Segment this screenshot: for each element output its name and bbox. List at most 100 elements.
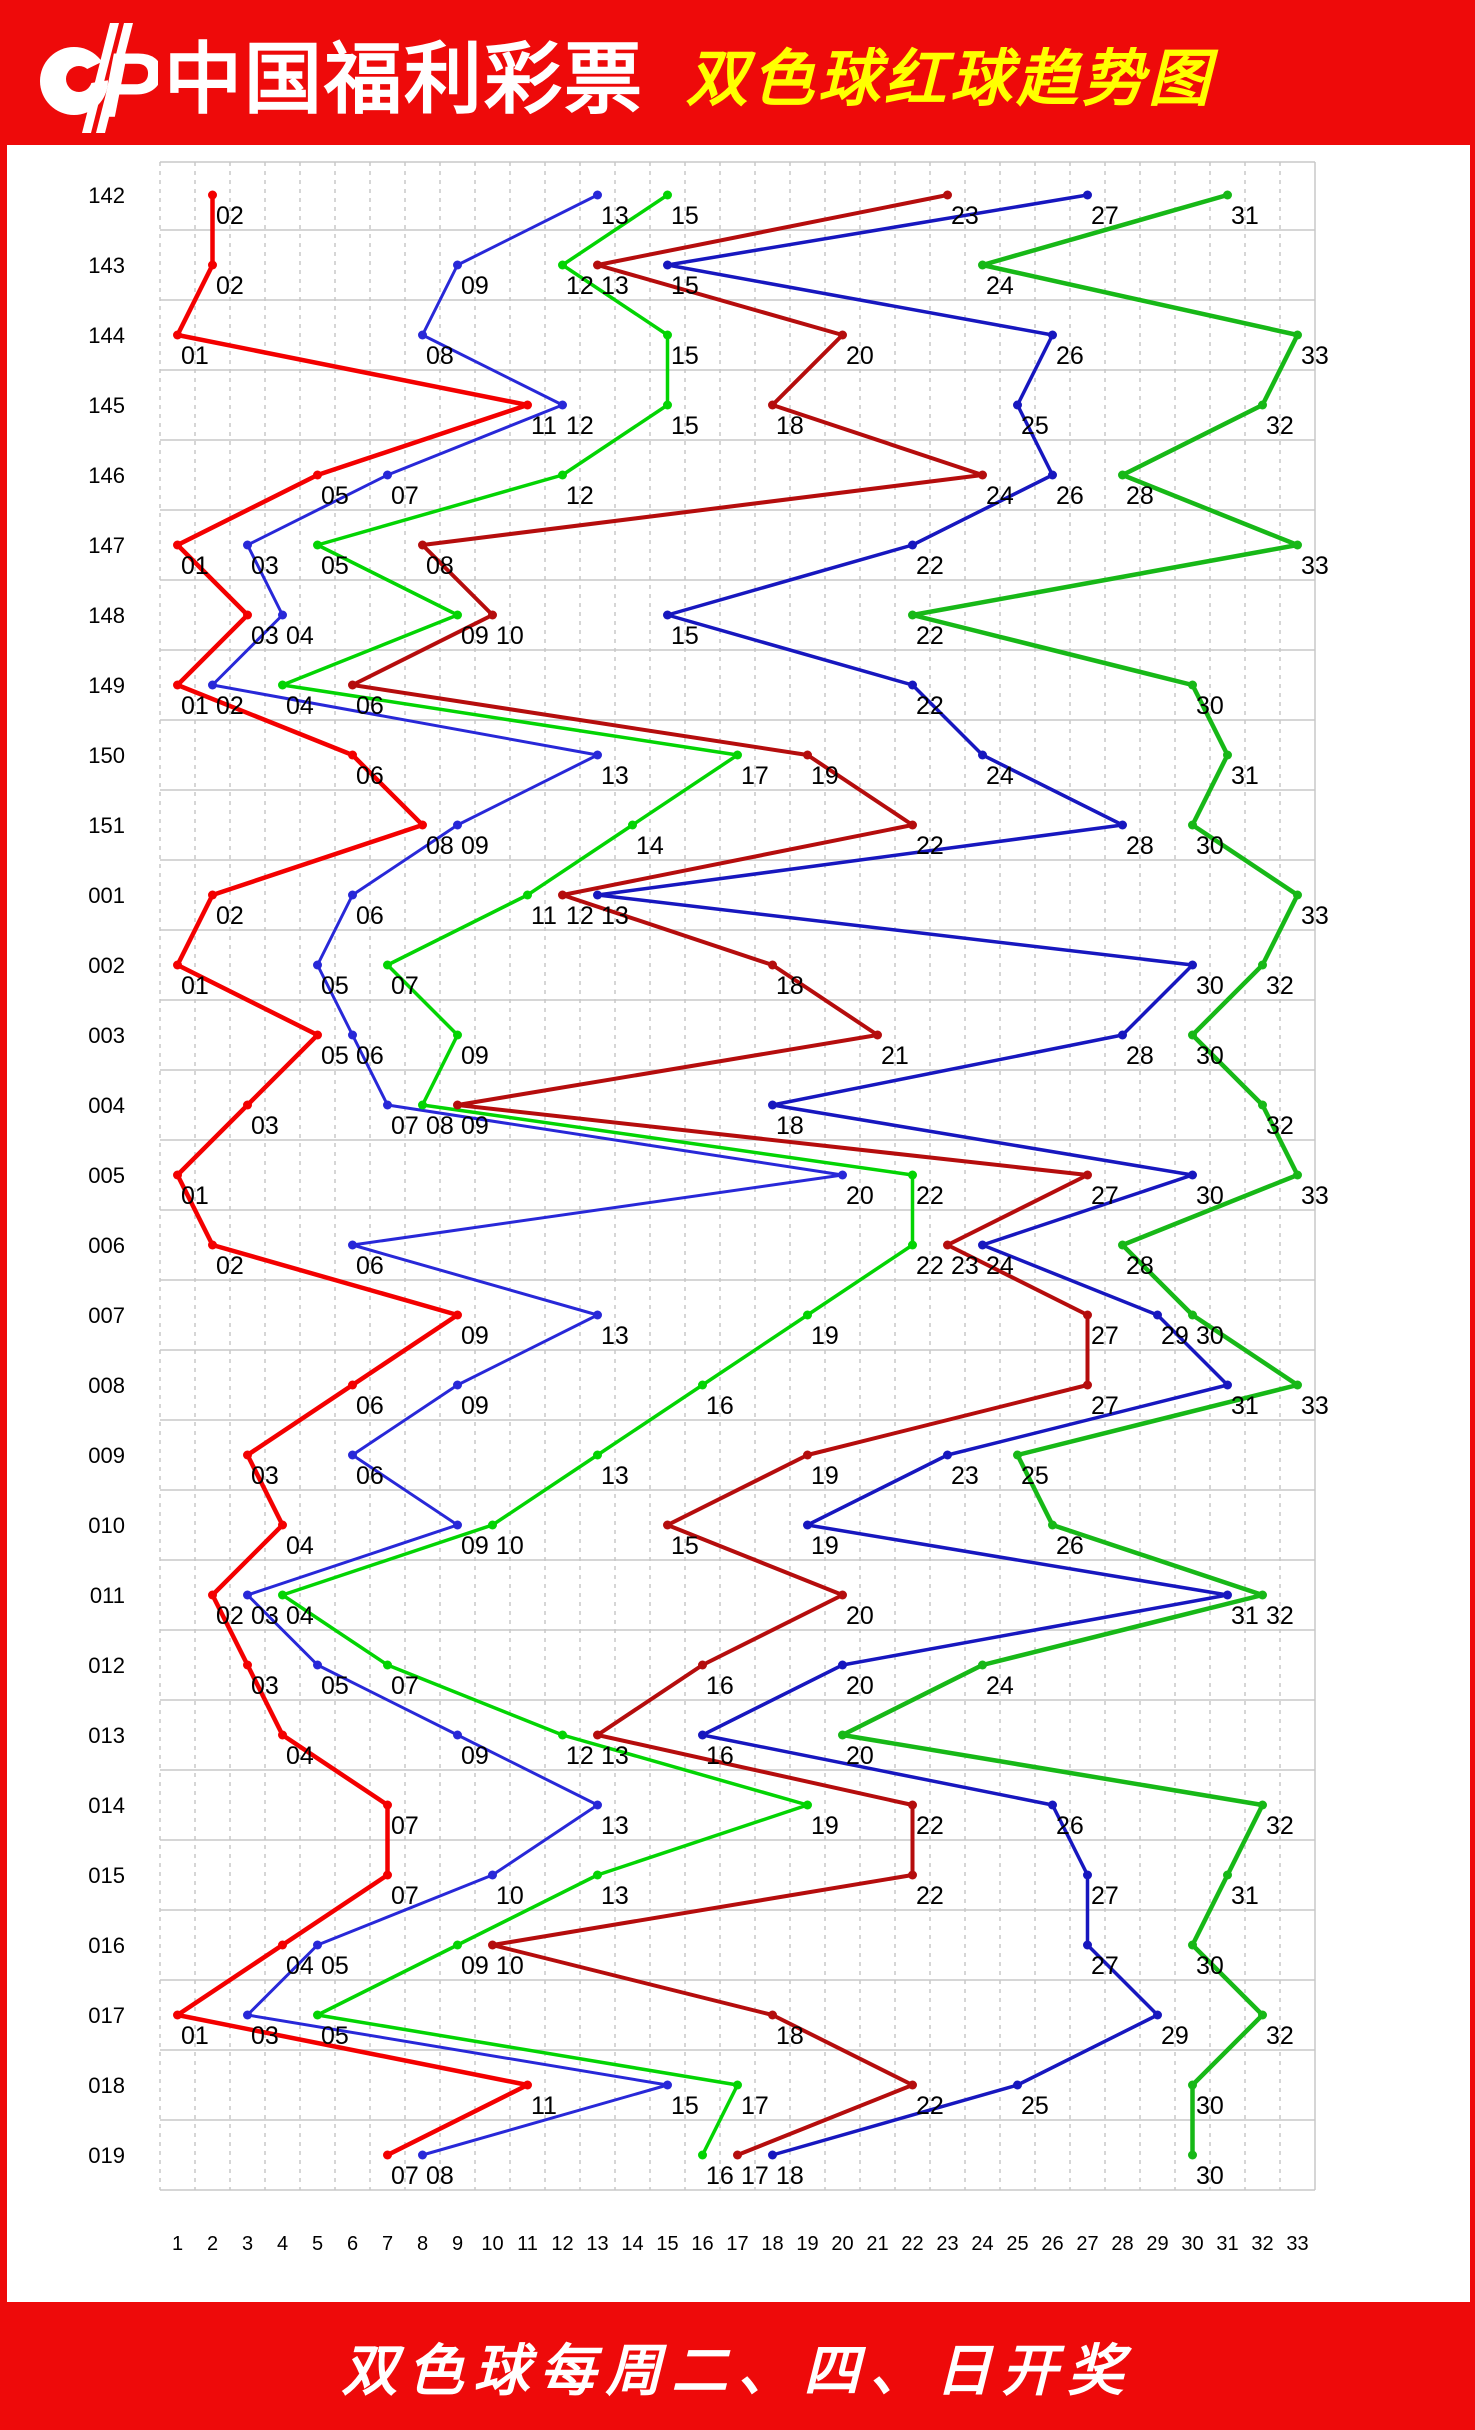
x-axis-tick: 15 — [656, 2233, 678, 2255]
ball-dot — [1293, 1170, 1302, 1180]
footer-note: 双色球每周二、四、日开奖 — [341, 2340, 1134, 2403]
ball-dot — [593, 1800, 602, 1810]
ball-dot — [453, 1100, 462, 1110]
ball-label: 29 — [1161, 2022, 1189, 2050]
x-axis-tick: 29 — [1146, 2233, 1168, 2255]
ball-label: 31 — [1231, 1602, 1259, 1630]
row-label-period: 142 — [88, 183, 125, 208]
x-axis-tick: 21 — [866, 2233, 888, 2255]
page-border-left — [0, 0, 7, 2430]
ball-dot — [838, 1590, 847, 1600]
ball-dot — [1293, 890, 1302, 900]
row-label-period: 005 — [88, 1163, 125, 1188]
ball-dot — [1258, 400, 1267, 410]
ball-label: 06 — [356, 1042, 384, 1070]
ball-label: 31 — [1231, 202, 1259, 230]
ball-dot — [1048, 1520, 1057, 1530]
row-label-period: 146 — [88, 463, 125, 488]
ball-label: 03 — [251, 1112, 279, 1140]
ball-dot — [1188, 2150, 1197, 2160]
ball-dot — [558, 890, 567, 900]
ball-dot — [1118, 820, 1127, 830]
ball-dot — [208, 260, 217, 270]
ball-label: 30 — [1196, 2162, 1224, 2190]
ball-dot — [208, 890, 217, 900]
ball-dot — [698, 1730, 707, 1740]
ball-label: 30 — [1196, 692, 1224, 720]
ball-dot — [348, 1380, 357, 1390]
ball-dot — [278, 1940, 287, 1950]
ball-label: 16 — [706, 1672, 734, 1700]
ball-dot — [348, 1240, 357, 1250]
ball-label: 07 — [391, 2162, 419, 2190]
ball-dot — [663, 400, 672, 410]
ball-dot — [278, 1590, 287, 1600]
ball-dot — [418, 2150, 427, 2160]
ball-dot — [243, 1660, 252, 1670]
ball-label: 19 — [811, 762, 839, 790]
ball-dot — [1118, 470, 1127, 480]
x-axis-tick: 7 — [382, 2233, 393, 2255]
ball-label: 09 — [461, 1952, 489, 1980]
x-axis-tick: 12 — [551, 2233, 573, 2255]
row-label-period: 148 — [88, 603, 125, 628]
ball-dot — [1223, 750, 1232, 760]
ball-label: 05 — [321, 552, 349, 580]
ball-label: 19 — [811, 1462, 839, 1490]
ball-label: 13 — [601, 1812, 629, 1840]
ball-dot — [908, 610, 917, 620]
ball-dot — [348, 1450, 357, 1460]
row-label-period: 008 — [88, 1373, 125, 1398]
ball-label: 21 — [881, 1042, 909, 1070]
ball-label: 15 — [671, 272, 699, 300]
ball-label: 33 — [1301, 1182, 1329, 1210]
ball-dot — [523, 400, 532, 410]
x-axis-tick: 8 — [417, 2233, 428, 2255]
ball-dot — [1188, 1030, 1197, 1040]
ball-label: 05 — [321, 1952, 349, 1980]
ball-label: 02 — [216, 202, 244, 230]
ball-label: 01 — [181, 552, 209, 580]
ball-dot — [908, 680, 917, 690]
ball-dot — [803, 1800, 812, 1810]
ball-dot — [1258, 2010, 1267, 2020]
x-axis-tick: 19 — [796, 2233, 818, 2255]
series-line-ball-2 — [211, 193, 844, 2157]
ball-dot — [383, 2150, 392, 2160]
ball-dot — [1083, 1380, 1092, 1390]
ball-dot — [908, 1240, 917, 1250]
ball-label: 20 — [846, 1602, 874, 1630]
ball-label: 15 — [671, 622, 699, 650]
x-axis-tick: 14 — [621, 2233, 643, 2255]
ball-label: 09 — [461, 1532, 489, 1560]
ball-dot — [803, 1520, 812, 1530]
ball-dot — [418, 330, 427, 340]
ball-dot — [1083, 1170, 1092, 1180]
ball-label: 15 — [671, 202, 699, 230]
ball-dot — [1083, 1870, 1092, 1880]
ball-dot — [698, 1380, 707, 1390]
ball-label: 14 — [636, 832, 664, 860]
ball-label: 02 — [216, 692, 244, 720]
ball-dot — [593, 1310, 602, 1320]
ball-dot — [1013, 2080, 1022, 2090]
ball-label: 09 — [461, 1392, 489, 1420]
ball-dot — [803, 1310, 812, 1320]
ball-label: 27 — [1091, 1392, 1119, 1420]
ball-dot — [733, 750, 742, 760]
ball-dot — [1223, 1870, 1232, 1880]
ball-dot — [453, 260, 462, 270]
ball-dot — [173, 330, 182, 340]
ball-label: 30 — [1196, 1042, 1224, 1070]
ball-dot — [488, 1870, 497, 1880]
ball-label: 20 — [846, 1182, 874, 1210]
ball-label: 22 — [916, 692, 944, 720]
ball-label: 04 — [286, 1952, 314, 1980]
x-axis-tick: 20 — [831, 2233, 853, 2255]
ball-dot — [243, 2010, 252, 2020]
row-label-period: 010 — [88, 1513, 125, 1538]
svg-text:P: P — [100, 35, 158, 133]
ball-dot — [173, 960, 182, 970]
ball-label: 03 — [251, 552, 279, 580]
ball-label: 13 — [601, 762, 629, 790]
